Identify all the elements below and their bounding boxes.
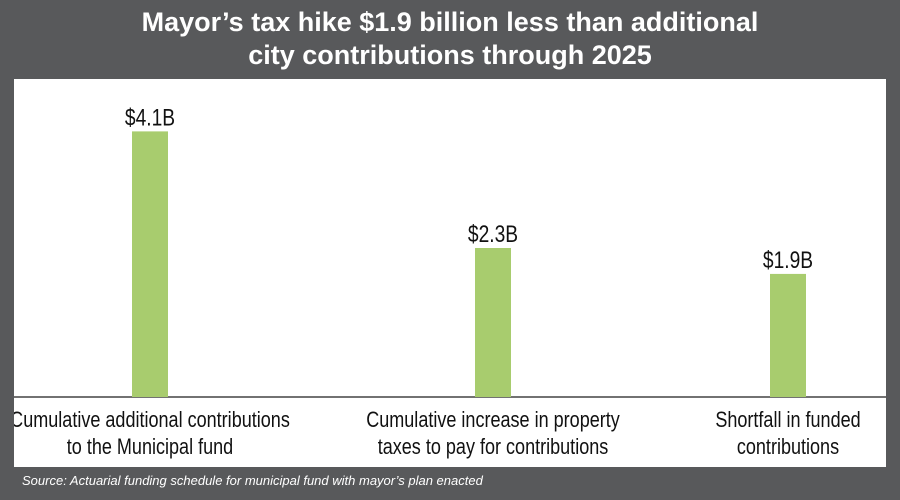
bar-1	[132, 131, 168, 397]
data-label-1: $4.1B	[125, 103, 175, 131]
chart-title: Mayor’s tax hike $1.9 billion less than …	[0, 6, 900, 72]
bar-chart: $4.1B Cumulative additional contributions…	[14, 103, 886, 459]
category-label-2-line-1: Cumulative increase in property	[366, 408, 620, 432]
category-label-1-line-2: to the Municipal fund	[67, 435, 233, 459]
category-label-3-line-2: contributions	[737, 435, 839, 459]
data-label-2: $2.3B	[468, 220, 518, 248]
source-note: Source: Actuarial funding schedule for m…	[22, 473, 483, 488]
chart-title-line-1: Mayor’s tax hike $1.9 billion less than …	[141, 7, 759, 37]
bar-3	[770, 273, 806, 397]
chart-title-line-2: city contributions through 2025	[248, 40, 652, 70]
bar-2	[475, 248, 511, 397]
data-label-3: $1.9B	[763, 246, 813, 274]
category-label-3-line-1: Shortfall in funded	[715, 408, 860, 432]
chart-panel: $4.1B Cumulative additional contributions…	[14, 79, 886, 467]
category-label-2-line-2: taxes to pay for contributions	[378, 435, 609, 459]
category-label-1-line-1: Cumulative additional contributions	[14, 408, 290, 432]
